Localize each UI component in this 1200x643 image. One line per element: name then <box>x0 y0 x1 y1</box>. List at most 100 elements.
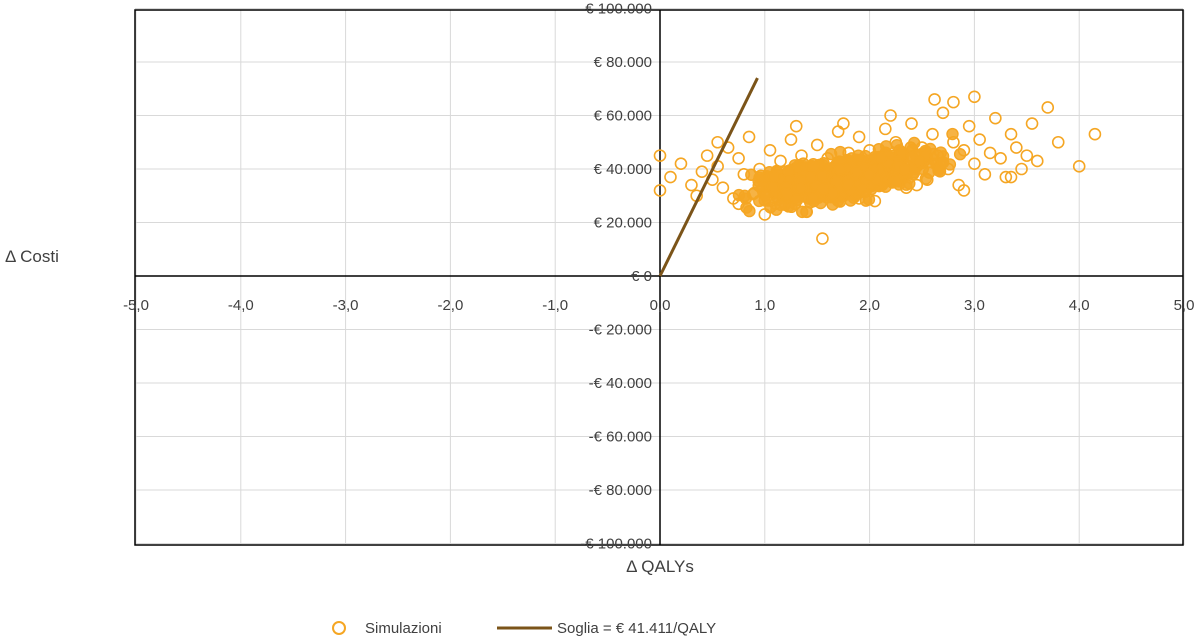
scatter-point <box>919 172 933 185</box>
scatter-point <box>983 146 997 160</box>
scatter-point <box>978 168 992 181</box>
y-tick-label: € 0 <box>631 268 652 285</box>
scatter-point <box>852 130 866 144</box>
x-tick-label: 5,0 <box>1174 297 1195 314</box>
legend-label-simulazioni: Simulazioni <box>365 620 442 637</box>
x-tick-label: -3,0 <box>333 297 359 314</box>
scatter-point <box>936 106 950 120</box>
y-tick-label: € 100.000 <box>585 1 652 18</box>
scatter-point <box>732 152 745 165</box>
scatter-point <box>1072 160 1086 173</box>
x-axis-title: Δ QALYs <box>626 557 694 576</box>
scatter-point <box>782 164 795 178</box>
scatter-point <box>1015 162 1028 176</box>
x-tick-label: 2,0 <box>859 297 880 314</box>
scatter-point <box>874 151 888 164</box>
y-tick-label: € 60.000 <box>594 108 652 125</box>
y-tick-label: € 40.000 <box>594 161 652 178</box>
y-tick-label: € 80.000 <box>594 54 652 71</box>
threshold-line <box>658 77 759 277</box>
legend-marker-simulazioni <box>332 621 346 635</box>
y-tick-labels: € 100.000 € 80.000 € 60.000 € 40.000 € 20.00… <box>580 1 652 553</box>
scatter-point <box>905 150 918 163</box>
scatter-point <box>711 135 724 149</box>
scatter-point <box>1010 141 1023 154</box>
scatter-point <box>830 175 843 188</box>
plot-frame <box>134 9 1184 546</box>
scatter-point <box>807 160 820 174</box>
scatter-point <box>738 189 752 203</box>
y-tick-label: -€ 100.000 <box>580 536 652 553</box>
scatter-point <box>780 187 793 200</box>
scatter-point <box>953 148 967 161</box>
scatter-point <box>884 109 897 122</box>
scatter-point <box>752 179 765 192</box>
scatter-point <box>806 192 820 205</box>
scatter-point <box>784 133 798 146</box>
scatter-point <box>816 232 829 245</box>
scatter-point <box>767 170 781 183</box>
scatter-point <box>653 149 667 162</box>
scatter-point <box>905 117 918 130</box>
scatter-point <box>716 181 730 195</box>
x-tick-labels: -5,0 -4,0 -3,0 -2,0 -1,0 0,0 1,0 2,0 3,0 4,0 5,0 <box>123 297 1194 314</box>
scatter-point <box>664 170 677 184</box>
y-tick-label: -€ 60.000 <box>589 429 652 446</box>
scatter-point <box>1020 149 1034 162</box>
scatter-point <box>962 119 976 133</box>
scatter-point <box>759 189 772 202</box>
scatter-point <box>763 143 777 157</box>
x-tick-label: 3,0 <box>964 297 985 314</box>
scatter-point <box>898 163 912 176</box>
scatter-point <box>928 93 941 106</box>
scatter-point <box>1051 135 1065 149</box>
scatter-point <box>685 178 698 192</box>
scatter-point <box>653 184 667 197</box>
scatter-point <box>852 149 865 162</box>
x-tick-label: -2,0 <box>437 297 463 314</box>
scatter-point <box>743 204 756 218</box>
scatter-point <box>842 178 855 191</box>
scatter-point <box>831 125 845 138</box>
scatter-point <box>999 170 1013 184</box>
scatter-point <box>994 152 1007 165</box>
scatter-cloud <box>732 127 967 219</box>
scatter-point <box>947 95 960 109</box>
scatter-point <box>837 117 850 130</box>
scatter-point <box>863 168 876 181</box>
y-tick-label: -€ 80.000 <box>589 482 652 499</box>
scatter-point <box>833 162 847 176</box>
scatter-point <box>1004 127 1018 141</box>
scatter-point <box>926 127 939 141</box>
scatter-point <box>810 138 824 152</box>
scatter-point <box>700 149 714 162</box>
scatter-point <box>695 165 709 178</box>
scatter-point <box>968 90 981 104</box>
scatter-point <box>989 111 1002 125</box>
x-tick-label: -4,0 <box>228 297 254 314</box>
x-tick-label: -1,0 <box>542 297 568 314</box>
scatter-point <box>936 156 950 169</box>
scatter-point <box>968 157 981 170</box>
y-axis-title: Δ Costi <box>5 247 59 266</box>
scatter-point <box>790 193 804 207</box>
scatter-point <box>1025 117 1039 130</box>
scatter-point <box>903 177 916 190</box>
scatter-point <box>879 122 892 136</box>
scatter-point <box>794 181 808 194</box>
scatter-point <box>957 184 971 197</box>
x-tick-label: 1,0 <box>754 297 775 314</box>
y-tick-label: -€ 20.000 <box>589 322 652 339</box>
legend-label-soglia: Soglia = € 41.411/QALY <box>557 620 716 637</box>
line-series-soglia <box>658 77 759 277</box>
scatter-point <box>742 130 756 144</box>
scatter-point <box>1030 154 1044 168</box>
scatter-point <box>674 157 688 170</box>
y-tick-label: € 20.000 <box>594 215 652 232</box>
scatter-point <box>850 165 863 179</box>
scatter-point <box>789 119 803 133</box>
scatter-point <box>1004 170 1018 184</box>
scatter-series-simulazioni <box>653 90 1102 245</box>
scatter-point <box>973 133 986 146</box>
